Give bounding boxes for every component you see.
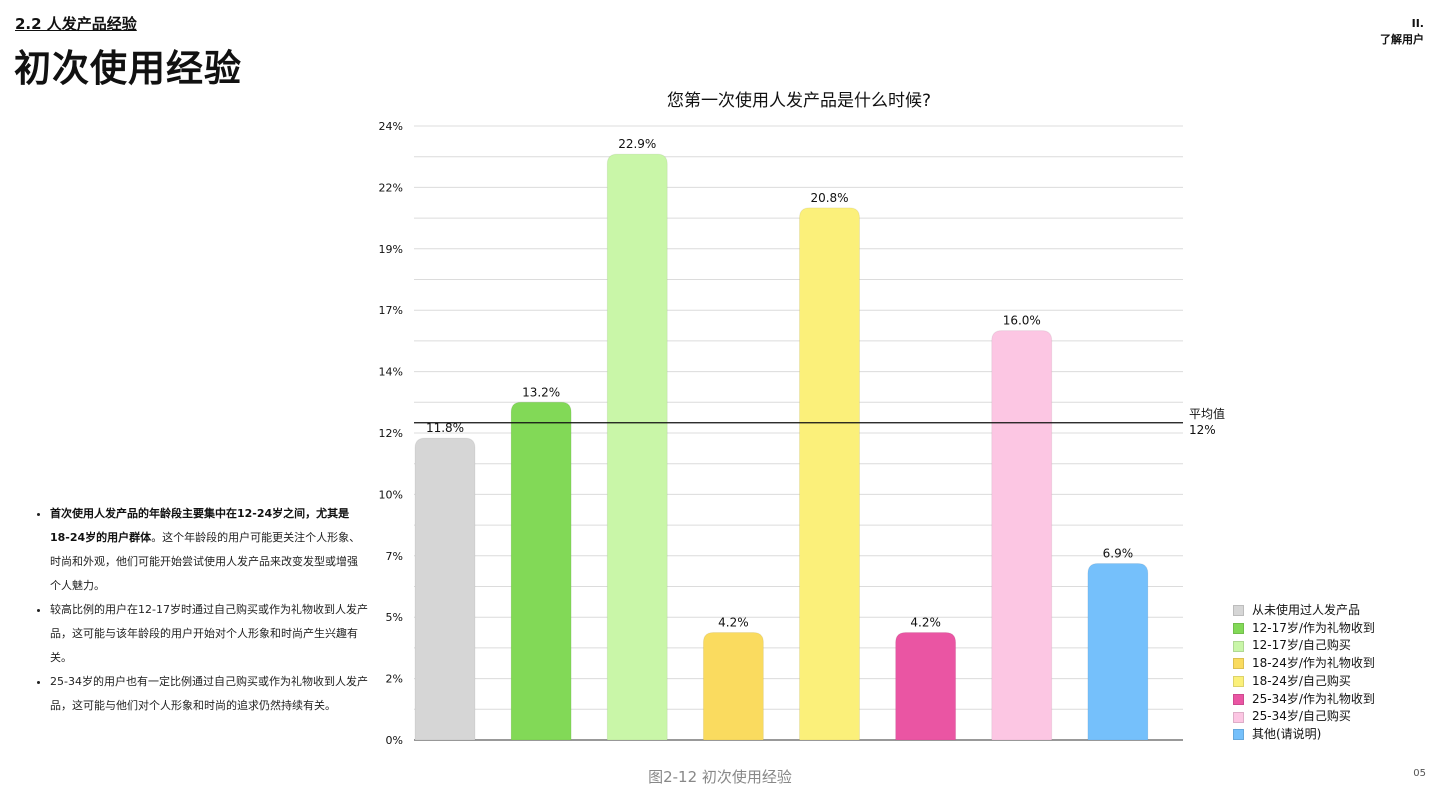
bars-layer bbox=[414, 153, 1149, 741]
note-item: 25-34岁的用户也有一定比例通过自己购买或作为礼物收到人发产品，这可能与他们对… bbox=[50, 670, 368, 718]
chapter-name: 了解用户 bbox=[1380, 33, 1424, 46]
average-value-label: 12% bbox=[1189, 423, 1216, 437]
y-tick-label: 12% bbox=[379, 427, 403, 440]
legend-swatch bbox=[1233, 729, 1244, 741]
note-text: 25-34岁的用户也有一定比例通过自己购买或作为礼物收到人发产品，这可能与他们对… bbox=[50, 675, 368, 712]
legend-label: 12-17岁/作为礼物收到 bbox=[1252, 620, 1375, 635]
y-axis-labels: 0% 2% 5% 7% 10% 12% 14% 17% 19% 22% 24% bbox=[379, 120, 403, 747]
average-label: 平均值 bbox=[1189, 406, 1225, 421]
legend-swatch bbox=[1233, 658, 1244, 670]
note-text: 较高比例的用户在12-17岁时通过自己购买或作为礼物收到人发产品，这可能与该年龄… bbox=[50, 603, 368, 664]
legend-item: 12-17岁/作为礼物收到 bbox=[1233, 620, 1375, 638]
legend-swatch bbox=[1233, 623, 1244, 635]
bar bbox=[895, 632, 957, 741]
section-label: 2.2 人发产品经验 bbox=[15, 15, 137, 33]
bar bbox=[991, 330, 1053, 741]
y-tick-label: 24% bbox=[379, 120, 403, 133]
bar bbox=[414, 437, 476, 741]
bar-value-label: 13.2% bbox=[522, 385, 560, 399]
chart-legend: 从未使用过人发产品 12-17岁/作为礼物收到 12-17岁/自己购买 18-24岁/… bbox=[1233, 602, 1375, 744]
legend-label: 其他(请说明) bbox=[1252, 726, 1322, 741]
bar-value-label: 11.8% bbox=[426, 421, 464, 435]
legend-swatch bbox=[1233, 693, 1244, 705]
legend-item: 25-34岁/自己购买 bbox=[1233, 708, 1375, 726]
y-tick-label: 22% bbox=[379, 181, 403, 194]
legend-swatch bbox=[1233, 711, 1244, 723]
legend-label: 18-24岁/自己购买 bbox=[1252, 673, 1351, 688]
bar bbox=[1087, 562, 1149, 741]
legend-label: 18-24岁/作为礼物收到 bbox=[1252, 656, 1375, 671]
y-tick-label: 0% bbox=[386, 734, 403, 747]
legend-label: 25-34岁/自己购买 bbox=[1252, 709, 1351, 724]
bar-value-label: 4.2% bbox=[910, 616, 941, 630]
bar bbox=[510, 401, 572, 741]
legend-item: 18-24岁/自己购买 bbox=[1233, 673, 1375, 691]
chart-title: 您第一次使用人发产品是什么时候? bbox=[667, 90, 931, 111]
legend-item: 从未使用过人发产品 bbox=[1233, 602, 1375, 620]
legend-label: 12-17岁/自己购买 bbox=[1252, 638, 1351, 653]
notes-list: 首次使用人发产品的年龄段主要集中在12-24岁之间，尤其是18-24岁的用户群体… bbox=[36, 502, 368, 718]
note-item: 较高比例的用户在12-17岁时通过自己购买或作为礼物收到人发产品，这可能与该年龄… bbox=[50, 598, 368, 670]
bar bbox=[799, 207, 860, 741]
y-tick-label: 14% bbox=[379, 366, 403, 379]
bar-value-label: 4.2% bbox=[718, 616, 749, 630]
average-line-layer: 平均值 12% bbox=[414, 406, 1225, 437]
bar-value-label: 20.8% bbox=[810, 191, 848, 205]
note-item: 首次使用人发产品的年龄段主要集中在12-24岁之间，尤其是18-24岁的用户群体… bbox=[50, 502, 368, 598]
legend-label: 25-34岁/作为礼物收到 bbox=[1252, 691, 1375, 706]
bar-value-label: 22.9% bbox=[618, 137, 656, 151]
y-tick-label: 7% bbox=[386, 550, 403, 563]
legend-swatch bbox=[1233, 676, 1244, 688]
bar bbox=[702, 632, 764, 741]
bar-value-label: 16.0% bbox=[1003, 314, 1041, 328]
y-tick-label: 19% bbox=[379, 243, 403, 256]
bar bbox=[606, 153, 668, 741]
y-tick-label: 2% bbox=[386, 673, 403, 686]
value-labels-layer: 11.8% 13.2% 22.9% 4.2% 20.8% 4.2% 16.0% 6.9% bbox=[426, 137, 1133, 629]
legend-item: 12-17岁/自己购买 bbox=[1233, 637, 1375, 655]
legend-swatch bbox=[1233, 640, 1244, 652]
note-text: 。这个年龄段的用户可能更关注个人形象、时尚和外观，他们可能开始尝试使用人发产品来… bbox=[50, 531, 361, 592]
chapter-number: II. bbox=[1411, 17, 1424, 30]
chapter-marker: II. 了解用户 bbox=[1380, 16, 1424, 48]
note-bold: 首次使用人发产品的年龄段主要集中在12-24岁之间，尤其是18-24岁的用户群体 bbox=[50, 507, 350, 544]
y-tick-label: 10% bbox=[379, 488, 403, 501]
bar-value-label: 6.9% bbox=[1103, 546, 1134, 560]
y-tick-label: 5% bbox=[386, 611, 403, 624]
legend-label: 从未使用过人发产品 bbox=[1252, 603, 1361, 617]
legend-item: 其他(请说明) bbox=[1233, 726, 1375, 744]
page-title: 初次使用经验 bbox=[14, 47, 242, 90]
legend-swatch bbox=[1233, 605, 1244, 617]
y-tick-label: 17% bbox=[379, 304, 403, 317]
legend-item: 25-34岁/作为礼物收到 bbox=[1233, 691, 1375, 709]
page-number: 05 bbox=[1413, 768, 1426, 779]
legend-item: 18-24岁/作为礼物收到 bbox=[1233, 655, 1375, 673]
figure-caption: 图2-12 初次使用经验 bbox=[648, 768, 792, 786]
